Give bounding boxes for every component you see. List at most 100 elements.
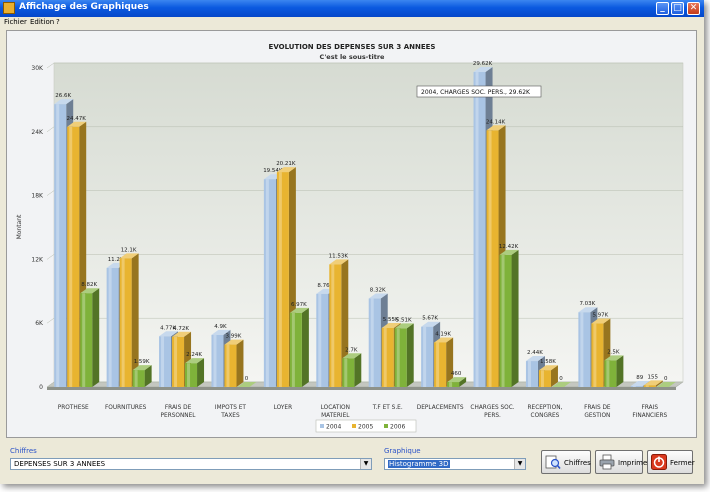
bar[interactable]: [551, 382, 571, 387]
bar[interactable]: [329, 259, 349, 387]
data-label: 11.53K: [329, 253, 349, 259]
x-tick-label: PROTHESE: [58, 405, 89, 411]
bar[interactable]: [342, 353, 362, 387]
plot-background: [46, 62, 684, 390]
data-label: 1.59K: [134, 359, 150, 365]
bar-highlight: [383, 327, 387, 387]
close-button[interactable]: ✕: [687, 2, 700, 15]
bar[interactable]: [434, 337, 454, 387]
minimize-button[interactable]: _: [656, 2, 669, 15]
data-label: 12.42K: [499, 244, 519, 250]
bar-top: [368, 293, 388, 299]
bar-front: [263, 179, 276, 387]
bar-front: [316, 293, 329, 387]
bar-front: [185, 363, 198, 387]
bar-front: [289, 312, 302, 387]
legend-label: 2004: [326, 424, 341, 431]
bar-front: [54, 104, 67, 388]
chiffres-select[interactable]: DEPENSES SUR 3 ANNEES ▼: [10, 458, 372, 470]
chart-title: EVOLUTION DES DEPENSES SUR 3 ANNEES: [269, 43, 436, 51]
bar-top: [342, 353, 362, 359]
bar-top: [224, 339, 244, 345]
x-tick-label: LOCATION: [321, 405, 350, 411]
menu-help[interactable]: ?: [56, 18, 60, 26]
bar-top: [132, 365, 152, 371]
bar-top: [578, 307, 598, 313]
legend-label: 2006: [390, 424, 405, 431]
bar-side: [92, 288, 100, 387]
x-tick-label: MATERIEL: [321, 413, 350, 419]
bar-highlight: [187, 363, 191, 387]
data-label: 11.2K: [108, 257, 124, 263]
chart-panel: EVOLUTION DES DEPENSES SUR 3 ANNEES C'es…: [6, 30, 697, 438]
chevron-down-icon[interactable]: ▼: [360, 459, 371, 469]
bar-side: [301, 307, 309, 387]
bar[interactable]: [132, 365, 152, 387]
bar[interactable]: [289, 307, 309, 387]
data-label: 5.97K: [592, 313, 608, 319]
bar-top: [211, 329, 231, 335]
print-button[interactable]: Imprimer: [595, 450, 650, 474]
bar-highlight: [108, 267, 112, 387]
data-label: 4.77K: [160, 325, 176, 331]
bar-side: [550, 365, 558, 387]
tooltip-text: 2004, CHARGES SOC. PERS., 29.62K: [421, 89, 531, 96]
bar-top: [289, 307, 309, 313]
bar[interactable]: [538, 365, 558, 387]
bar-top: [630, 381, 650, 387]
menu-fichier[interactable]: Fichier: [4, 18, 27, 26]
chevron-down-icon[interactable]: ▼: [514, 459, 525, 469]
data-label: 7.03K: [579, 301, 595, 307]
fermer-button[interactable]: Fermer: [647, 450, 695, 474]
bar-front: [172, 336, 185, 387]
bar-side: [354, 353, 362, 387]
graphique-label: Graphique: [384, 447, 421, 455]
y-axis-ticks: 0 6K 12K 18K 24K 30K: [31, 65, 44, 391]
x-tick-label: TAXES: [220, 413, 240, 419]
bar[interactable]: [604, 355, 624, 387]
bar-top: [276, 167, 296, 173]
bar-highlight: [423, 326, 427, 387]
data-label: 2.44K: [527, 350, 543, 356]
bar-top: [159, 331, 179, 337]
data-label: 1.58K: [540, 359, 556, 365]
graphique-select[interactable]: Histogramme 3D ▼: [384, 458, 526, 470]
maximize-button[interactable]: □: [671, 2, 684, 15]
bar-front: [525, 361, 538, 387]
bar-top: [67, 121, 87, 127]
bar[interactable]: [224, 339, 244, 387]
data-label: 29.62K: [473, 61, 493, 67]
bar[interactable]: [394, 323, 414, 387]
bar[interactable]: [499, 249, 519, 387]
y-tick-label: 0: [39, 384, 43, 391]
x-tick-label: CHARGES SOC.: [470, 405, 514, 411]
bar-top: [473, 67, 493, 73]
bar-top: [54, 99, 74, 105]
bar-front: [119, 258, 132, 387]
bar[interactable]: [656, 382, 676, 387]
bar-front: [106, 267, 119, 387]
bar-front: [224, 344, 237, 387]
data-label: 19.54K: [263, 168, 283, 174]
bar[interactable]: [185, 358, 205, 387]
legend-label: 2005: [358, 424, 373, 431]
bar-front: [630, 386, 643, 387]
bar-highlight: [488, 130, 492, 387]
title-bar[interactable]: Affichage des Graphiques _ □ ✕: [0, 0, 704, 17]
bar-top: [551, 382, 571, 387]
bar[interactable]: [237, 382, 257, 387]
bar[interactable]: [447, 377, 467, 387]
bar[interactable]: [119, 253, 139, 387]
bar[interactable]: [643, 380, 663, 387]
graphique-select-value: Histogramme 3D: [388, 460, 450, 468]
data-label: 2.5K: [607, 349, 620, 355]
chiffres-button[interactable]: Chiffres: [541, 450, 591, 474]
data-label: 24.14K: [486, 119, 506, 125]
x-tick-label: T.F ET S.E.: [372, 405, 403, 411]
y-tick-label: 6K: [35, 320, 44, 327]
menu-edition[interactable]: Edition: [30, 18, 55, 26]
bar[interactable]: [80, 288, 100, 387]
bar-highlight: [69, 126, 73, 387]
power-icon: [651, 454, 667, 470]
bar-highlight: [501, 254, 505, 387]
